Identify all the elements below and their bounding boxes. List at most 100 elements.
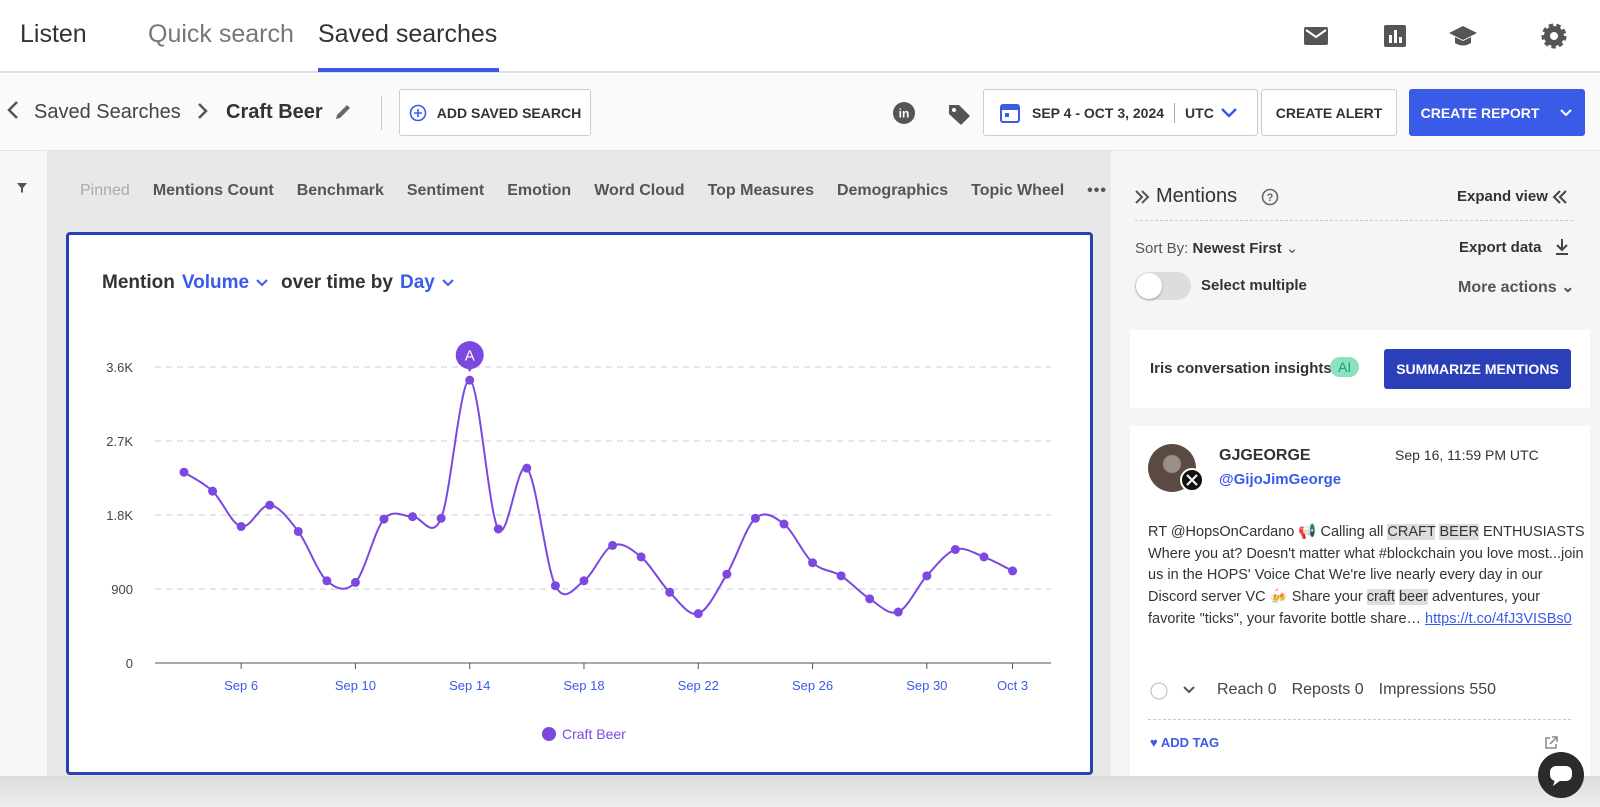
footer-bar xyxy=(0,776,1600,807)
select-toggle[interactable] xyxy=(1135,272,1191,300)
divider xyxy=(1135,220,1573,221)
widget-tab[interactable]: Sentiment xyxy=(406,182,485,199)
stat: Reach 0 xyxy=(1217,681,1277,698)
toolbar-icons: in xyxy=(893,102,970,125)
measure-selector[interactable]: Volume xyxy=(181,272,250,293)
stat: Reposts 0 xyxy=(1291,681,1364,698)
period-selector[interactable]: Day xyxy=(399,272,435,293)
post-link[interactable]: https://t.co/4fJ3VISBs0 xyxy=(1425,610,1572,627)
data-point xyxy=(636,552,646,562)
heading-text: Mention xyxy=(102,272,175,293)
tag-icon[interactable] xyxy=(949,105,970,125)
calendar-icon xyxy=(1000,103,1020,123)
linkedin-icon[interactable]: in xyxy=(893,102,915,124)
chart-heading: Mention Volume over time by Day xyxy=(102,272,454,294)
text: ENTHUSIASTS Where you at? Doesn't matter… xyxy=(1148,524,1585,606)
stat: Impressions 550 xyxy=(1378,681,1497,698)
y-tick-label: 2.7K xyxy=(106,434,133,449)
button-label: SUMMARIZE MENTIONS xyxy=(1396,361,1559,377)
annotation-label: A xyxy=(465,348,475,365)
chat-button[interactable] xyxy=(1537,751,1585,799)
data-point xyxy=(379,514,389,524)
settings-icon[interactable] xyxy=(1541,23,1567,49)
collapse-icon[interactable] xyxy=(1134,189,1150,205)
sentiment-controls[interactable] xyxy=(1150,682,1196,700)
download-icon[interactable] xyxy=(1554,238,1570,256)
summarize-button[interactable]: SUMMARIZE MENTIONS xyxy=(1384,349,1571,389)
widget-tab[interactable]: Mentions Count xyxy=(152,182,274,199)
widget-tab[interactable]: Benchmark xyxy=(296,182,384,199)
data-point xyxy=(408,512,418,522)
more-tabs[interactable]: ••• xyxy=(1087,182,1107,199)
data-point xyxy=(436,513,446,523)
export-data[interactable]: Export data xyxy=(1459,239,1542,256)
data-point xyxy=(893,607,903,617)
data-point xyxy=(322,576,332,586)
author-handle[interactable]: @GijoJimGeorge xyxy=(1219,471,1342,488)
breadcrumb[interactable]: Saved Searches xyxy=(34,101,181,123)
open-external-icon[interactable] xyxy=(1543,735,1559,751)
add-saved-search-button[interactable]: ADD SAVED SEARCH xyxy=(399,89,591,136)
button-label: CREATE REPORT xyxy=(1420,104,1540,121)
help-icon[interactable]: ? xyxy=(1261,188,1279,206)
select-multiple: Select multiple xyxy=(1201,277,1307,294)
reports-icon[interactable] xyxy=(1384,25,1406,47)
data-point xyxy=(265,500,275,510)
nav-tab[interactable]: Quick search xyxy=(148,20,294,48)
data-point xyxy=(236,522,246,532)
dropdown-icon xyxy=(256,279,268,287)
more-actions[interactable]: More actions ⌄ xyxy=(1458,279,1575,296)
widget-tab[interactable]: Top Measures xyxy=(707,182,814,199)
learn-icon[interactable] xyxy=(1449,26,1477,46)
author-name[interactable]: GJGEORGE xyxy=(1219,447,1311,464)
dropdown-icon xyxy=(1220,107,1237,118)
divider xyxy=(1174,102,1176,123)
expand-view[interactable]: Expand view xyxy=(1457,188,1548,205)
post-text: RT @HopsOnCardano 📢 Calling all CRAFT BE… xyxy=(1148,522,1588,631)
data-point xyxy=(950,545,960,555)
svg-text:?: ? xyxy=(1267,192,1274,204)
create-report-button[interactable]: CREATE REPORT xyxy=(1409,89,1585,136)
sort-selector[interactable]: Newest First xyxy=(1192,240,1282,257)
chevron xyxy=(198,103,208,119)
highlight: beer xyxy=(1398,589,1428,606)
edit-icon[interactable] xyxy=(333,102,353,122)
widget-tab[interactable]: Topic Wheel xyxy=(971,182,1065,199)
sort-label: Sort By: Newest First ⌄ xyxy=(1135,240,1299,257)
y-tick-label: 1.8K xyxy=(106,508,133,523)
back-icon[interactable] xyxy=(6,100,20,120)
expand-icon[interactable] xyxy=(1552,189,1568,205)
widget-tab[interactable]: Pinned xyxy=(80,182,130,199)
data-point xyxy=(522,463,532,473)
ai-badge: AI xyxy=(1330,357,1360,377)
nav-tab[interactable]: Saved searches xyxy=(318,20,498,48)
highlight: craft xyxy=(1366,589,1395,606)
create-alert-button[interactable]: CREATE ALERT xyxy=(1261,89,1397,136)
plus-icon xyxy=(409,104,427,121)
annotation-badge xyxy=(455,341,484,370)
add-tag[interactable]: ♥ ADD TAG xyxy=(1150,735,1220,750)
divider xyxy=(1148,719,1571,720)
label: More actions xyxy=(1458,279,1557,296)
date-picker[interactable]: SEP 4 - OCT 3, 2024 UTC xyxy=(983,89,1258,136)
widget-tab[interactable]: Demographics xyxy=(836,182,949,199)
filter-icon[interactable] xyxy=(16,182,28,194)
widget-tab[interactable]: Emotion xyxy=(507,182,572,199)
data-point xyxy=(808,558,818,568)
divider xyxy=(381,96,382,130)
highlight: BEER xyxy=(1439,524,1479,540)
svg-text:in: in xyxy=(899,107,910,121)
active-tab-underline xyxy=(318,68,499,72)
line-chart: 0 900 1.8K 2.7K 3.6K Sep 6 Sep 10 Sep 14 Sep 18 S… xyxy=(106,341,1051,742)
nav-icons xyxy=(1304,23,1567,49)
widget-tab[interactable]: Word Cloud xyxy=(594,182,685,199)
post-time: Sep 16, 11:59 PM UTC xyxy=(1395,447,1539,463)
label: Sort By: xyxy=(1135,240,1189,257)
x-tick-label: Sep 18 xyxy=(563,678,604,693)
brand: Listen xyxy=(20,20,87,48)
data-point xyxy=(293,526,303,536)
data-point xyxy=(579,576,589,586)
mail-icon[interactable] xyxy=(1304,27,1328,45)
widget-tabs: Pinned Mentions Count Benchmark Sentimen… xyxy=(80,182,1107,200)
